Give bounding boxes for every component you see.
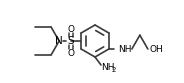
Text: 2: 2 (112, 67, 116, 73)
Text: N: N (55, 36, 63, 46)
Text: NH: NH (118, 44, 131, 54)
Text: O: O (68, 24, 75, 34)
Text: O: O (68, 48, 75, 58)
Text: S: S (68, 36, 75, 46)
Text: NH: NH (101, 62, 114, 71)
Text: OH: OH (150, 44, 164, 54)
